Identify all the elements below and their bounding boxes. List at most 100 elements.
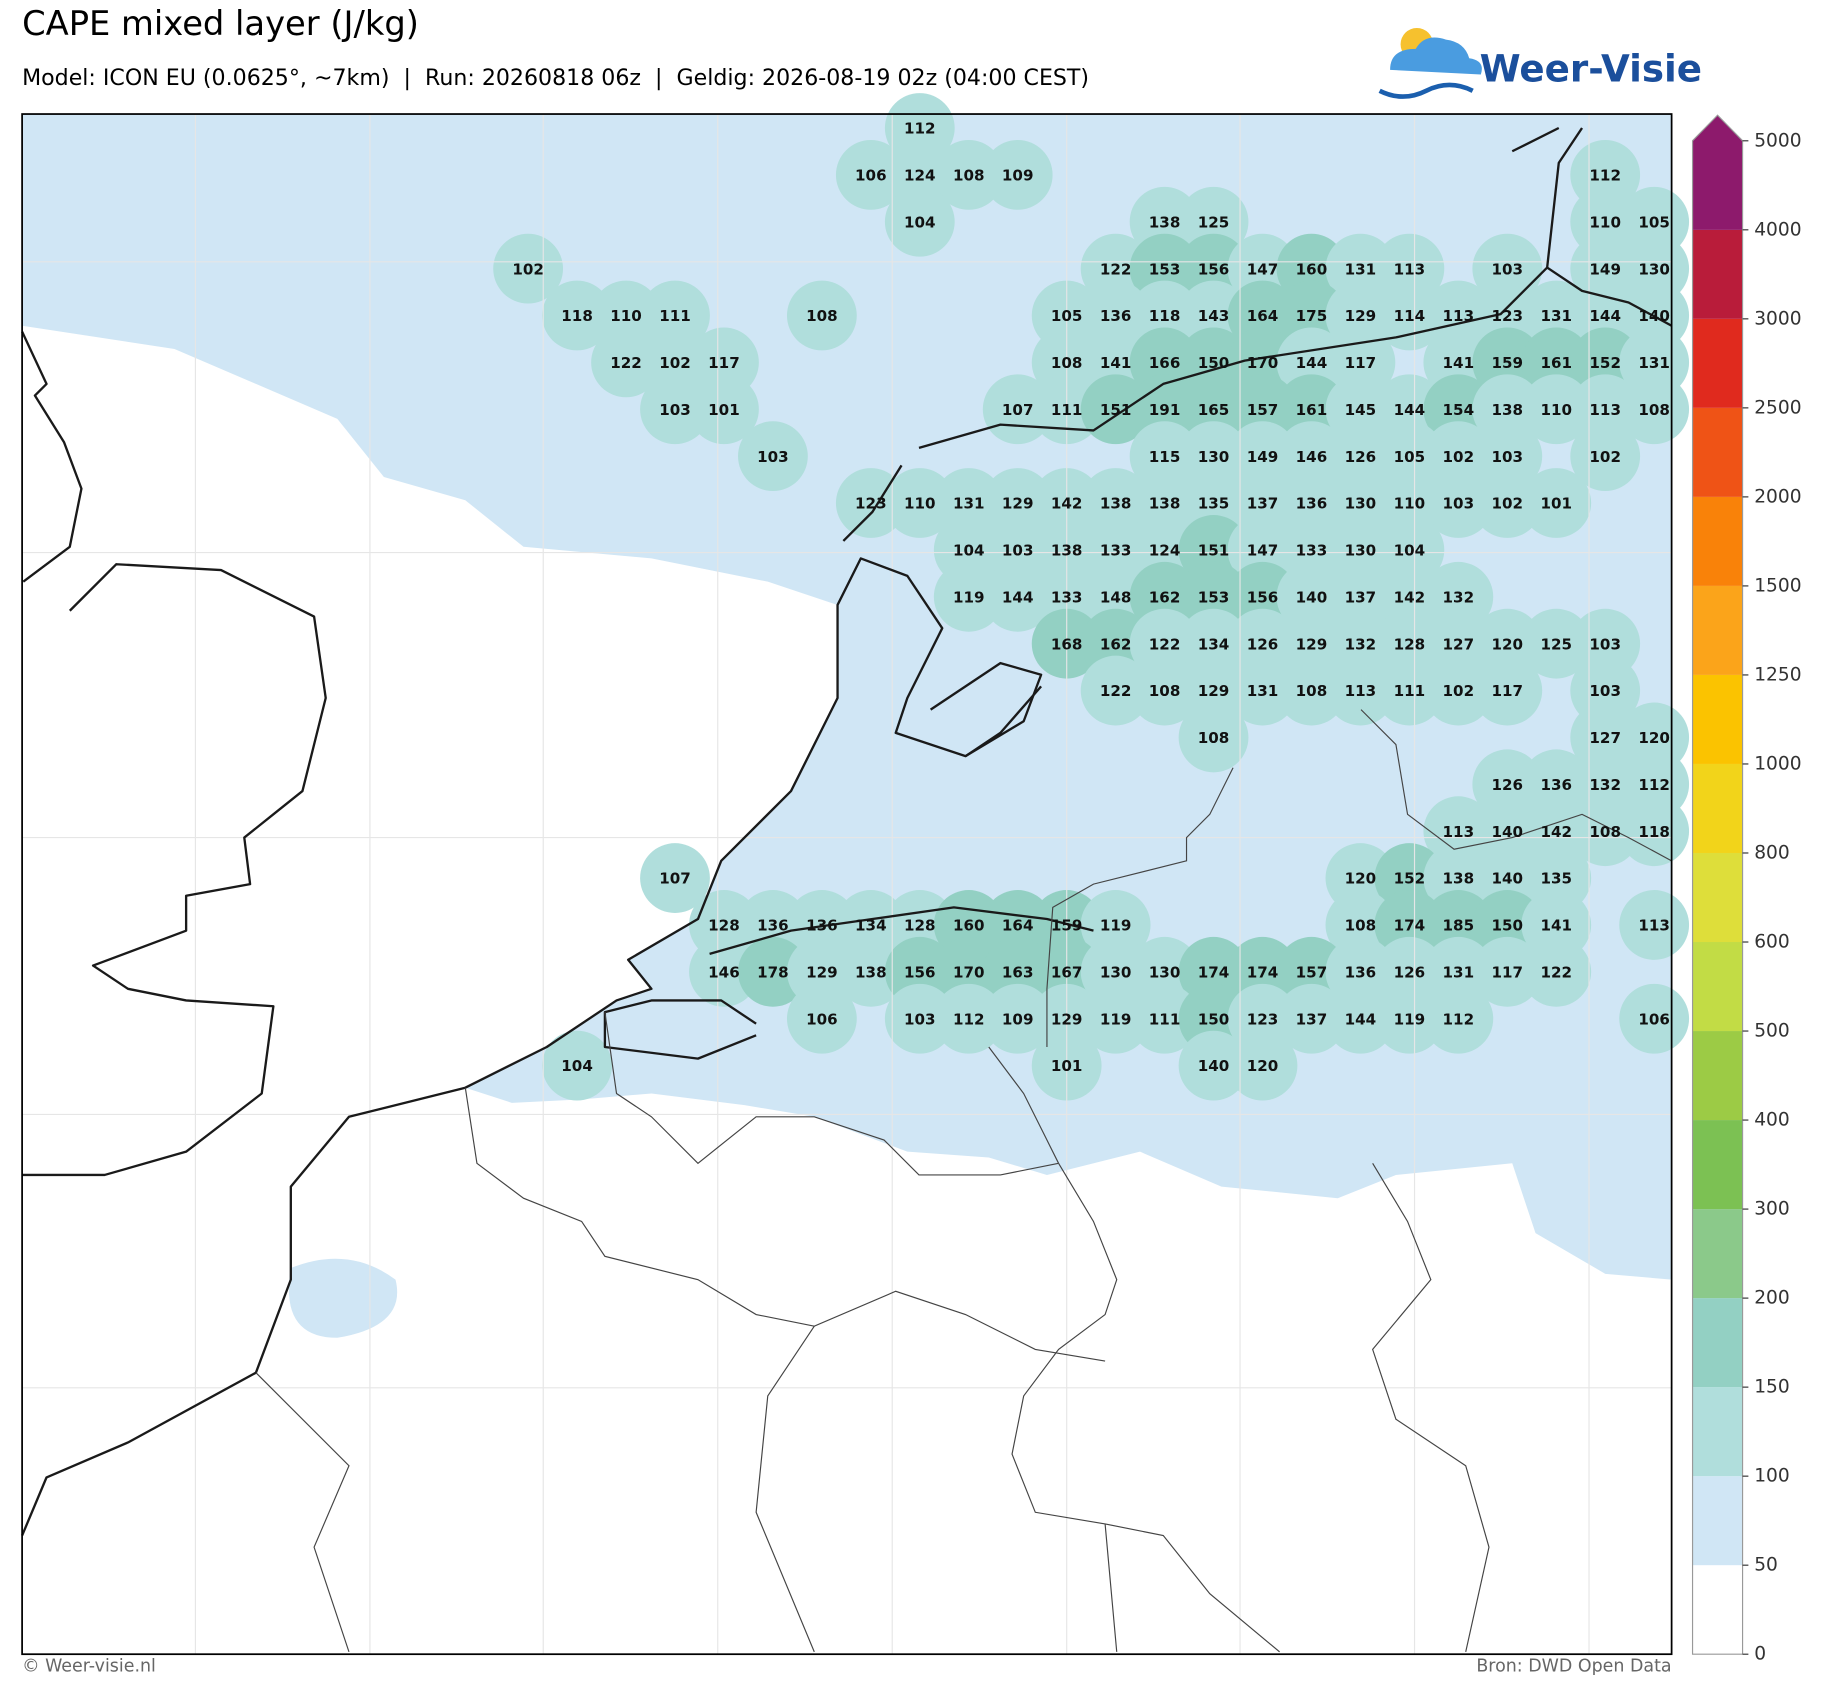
cape-label: 140 — [1198, 1057, 1230, 1075]
cape-label: 156 — [1247, 588, 1279, 606]
cape-label: 154 — [1443, 401, 1475, 419]
colorbar-segment — [1692, 585, 1743, 675]
cape-cell — [640, 374, 710, 445]
cape-label: 107 — [1002, 401, 1034, 419]
cape-label: 111 — [1149, 1010, 1181, 1028]
cape-label: 113 — [1443, 307, 1475, 325]
cape-label: 133 — [1296, 542, 1328, 560]
border — [464, 1087, 1106, 1362]
colorbar: 0 50 100 150 200 300 400 500 600 800 1000 1250 1500 2… — [1691, 114, 1802, 1665]
cape-label: 163 — [1002, 963, 1034, 981]
cape-label: 113 — [1589, 401, 1621, 419]
colorbar-tick-label: 3000 — [1754, 308, 1801, 329]
cape-label: 122 — [1100, 260, 1132, 278]
cape-label: 118 — [1638, 823, 1670, 841]
cape-label: 122 — [610, 354, 642, 372]
cape-label: 105 — [1638, 213, 1670, 231]
cape-cell — [1276, 983, 1347, 1054]
cape-label: 117 — [1492, 682, 1524, 700]
cape-label: 107 — [659, 870, 691, 888]
cape-label: 147 — [1247, 260, 1279, 278]
cape-label: 130 — [1345, 495, 1377, 513]
cape-label: 131 — [953, 495, 985, 513]
cape-label: 122 — [1149, 635, 1181, 653]
coastline — [1511, 126, 1673, 327]
cape-label: 112 — [953, 1010, 985, 1028]
cape-label: 159 — [1051, 917, 1083, 935]
colorbar-segment — [1692, 1298, 1743, 1388]
colorbar-segment — [1692, 229, 1743, 319]
cape-label: 129 — [1296, 635, 1328, 653]
title: CAPE mixed layer (J/kg) — [22, 4, 419, 43]
colorbar-segment — [1692, 1031, 1743, 1121]
cape-label: 132 — [1345, 635, 1377, 653]
cape-cell — [1423, 983, 1494, 1054]
colorbar-segment — [1692, 1209, 1743, 1299]
cape-label: 165 — [1198, 401, 1230, 419]
border — [1371, 1163, 1490, 1653]
cape-label: 102 — [1443, 448, 1475, 466]
cape-label: 129 — [1345, 307, 1377, 325]
cape-cell — [542, 280, 612, 351]
colorbar-segment — [1692, 115, 1743, 230]
cape-label: 185 — [1443, 917, 1475, 935]
cape-label: 112 — [1638, 776, 1670, 794]
cape-label: 113 — [1394, 260, 1426, 278]
cape-cell — [1570, 796, 1641, 867]
cape-label: 104 — [1394, 542, 1426, 560]
cape-label: 145 — [1345, 401, 1377, 419]
cape-label: 159 — [1492, 354, 1524, 372]
cape-cell — [1080, 983, 1151, 1054]
cape-label: 101 — [708, 401, 740, 419]
border — [1360, 709, 1672, 862]
cape-cell — [1178, 1030, 1249, 1101]
cape-label: 150 — [1198, 1010, 1230, 1028]
colorbar-segment — [1692, 1476, 1743, 1566]
cape-label: 144 — [1589, 307, 1621, 325]
cape-label: 137 — [1345, 588, 1377, 606]
cape-label: 104 — [561, 1057, 593, 1075]
cape-label: 103 — [1443, 495, 1475, 513]
colorbar-segment — [1692, 407, 1743, 497]
cape-label: 103 — [659, 401, 691, 419]
cape-label: 149 — [1247, 448, 1279, 466]
cape-label: 136 — [1345, 963, 1377, 981]
colorbar-tick-label: 1000 — [1754, 753, 1801, 774]
cape-cell — [1129, 983, 1200, 1054]
cape-label: 153 — [1149, 260, 1181, 278]
cape-label: 108 — [1051, 354, 1083, 372]
cape-label: 142 — [1540, 823, 1572, 841]
cape-label: 146 — [1296, 448, 1328, 466]
cape-cell — [786, 280, 857, 351]
cape-label: 111 — [659, 307, 691, 325]
cape-label: 102 — [512, 260, 544, 278]
cape-cell — [689, 374, 759, 445]
cape-label: 122 — [1540, 963, 1572, 981]
cape-label: 124 — [904, 167, 936, 185]
colorbar-tick-label: 500 — [1754, 1021, 1790, 1042]
cape-label: 168 — [1051, 635, 1083, 653]
cape-label: 132 — [1443, 588, 1475, 606]
cape-label: 152 — [1394, 870, 1426, 888]
border — [255, 1325, 1118, 1653]
cape-label: 150 — [1492, 917, 1524, 935]
cape-label: 129 — [1002, 495, 1034, 513]
cape-label: 136 — [1100, 307, 1132, 325]
cape-label: 110 — [610, 307, 642, 325]
cape-label: 130 — [1638, 260, 1670, 278]
cape-label: 106 — [1638, 1010, 1670, 1028]
cape-label: 134 — [855, 917, 887, 935]
cape-label: 104 — [953, 542, 985, 560]
cape-label: 161 — [1296, 401, 1328, 419]
cape-cell — [933, 561, 1004, 632]
cape-label: 125 — [1198, 213, 1230, 231]
cape-cell — [884, 186, 955, 257]
cape-label: 102 — [1589, 448, 1621, 466]
graticule — [22, 114, 1672, 1655]
cape-label: 131 — [1638, 354, 1670, 372]
cape-label: 170 — [1247, 354, 1279, 372]
cape-label: 150 — [1198, 354, 1230, 372]
cape-cell — [1521, 936, 1592, 1007]
cape-label: 160 — [1296, 260, 1328, 278]
cape-label: 119 — [1100, 917, 1132, 935]
